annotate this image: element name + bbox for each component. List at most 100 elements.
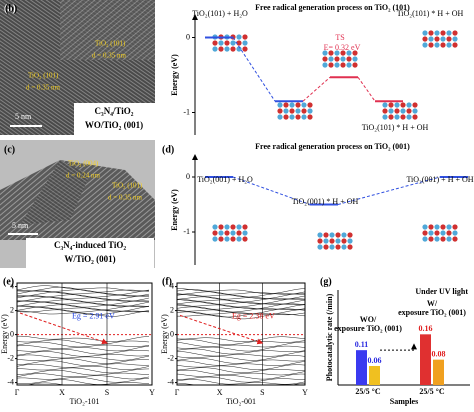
- y-tick-label: -1: [183, 107, 190, 116]
- annotation: TiO₂(001) * H + OH: [292, 197, 359, 206]
- atom: [406, 102, 412, 108]
- y-axis-label: Energy (eV): [160, 314, 169, 354]
- atom: [400, 108, 406, 114]
- band-line: [16, 354, 150, 361]
- atom: [236, 34, 242, 40]
- scale-bar: 5 nm: [15, 112, 32, 121]
- atom: [317, 238, 323, 244]
- atom: [283, 102, 289, 108]
- atom: [452, 42, 458, 48]
- atom: [289, 114, 295, 120]
- band-line: [176, 311, 306, 318]
- panel-label: (g): [320, 276, 332, 287]
- atom: [328, 56, 334, 62]
- atom: [224, 224, 230, 230]
- band-line: [177, 291, 306, 298]
- band-line: [176, 358, 306, 364]
- atom: [230, 236, 236, 242]
- x-tick-label: X: [217, 388, 223, 397]
- band-line: [176, 336, 306, 342]
- band-line: [16, 285, 150, 292]
- connector: [357, 76, 376, 102]
- atom: [283, 108, 289, 114]
- atom: [334, 56, 340, 62]
- y-tick-label: -4: [167, 377, 174, 386]
- atom: [452, 36, 458, 42]
- atom: [346, 50, 352, 56]
- atom: [218, 46, 224, 52]
- band-line: [17, 310, 150, 317]
- atom: [317, 232, 323, 238]
- y-tick-label: 0: [186, 32, 190, 41]
- annotation: TiO₂ (101): [95, 40, 126, 48]
- band-line: [176, 341, 305, 348]
- group-name: WO/: [360, 315, 377, 324]
- annotation: TiO₂(001) + H₂O: [197, 175, 253, 184]
- atom: [283, 114, 289, 120]
- value-label: 0.16: [419, 324, 433, 333]
- atom: [422, 224, 428, 230]
- atom: [334, 62, 340, 68]
- caption: C₃N₄/TiO₂: [95, 106, 134, 116]
- panel-label: (a): [4, 3, 16, 14]
- bar: [356, 350, 367, 385]
- atom: [422, 230, 428, 236]
- atom: [335, 238, 341, 244]
- atom: [242, 34, 248, 40]
- annotation: TiO₂ (004): [68, 160, 99, 168]
- panel-label: (e): [3, 276, 14, 287]
- x-tick-label: S: [105, 388, 109, 397]
- x-axis-label: TiO₂-001: [226, 397, 256, 406]
- atom: [452, 224, 458, 230]
- band-line: [176, 299, 306, 305]
- atom: [328, 62, 334, 68]
- atom: [440, 230, 446, 236]
- y-tick-label: 0: [170, 329, 174, 338]
- y-tick-label: -1: [183, 227, 190, 236]
- band-line: [176, 345, 306, 352]
- atom: [340, 56, 346, 62]
- band-line: [16, 360, 150, 366]
- atom: [406, 114, 412, 120]
- atom: [301, 102, 307, 108]
- group-name: W/: [427, 299, 438, 308]
- annotation: TiO₂(101) + H₂O: [192, 9, 248, 18]
- band-line: [176, 355, 306, 361]
- atom: [446, 30, 452, 36]
- atom: [434, 36, 440, 42]
- atom: [224, 236, 230, 242]
- atom: [295, 102, 301, 108]
- atom: [307, 108, 313, 114]
- atom: [301, 114, 307, 120]
- band-line: [16, 377, 150, 383]
- atom: [329, 238, 335, 244]
- x-tick-label: Γ: [175, 388, 180, 397]
- y-axis-label: Energy (eV): [170, 54, 179, 96]
- y-tick-label: -2: [167, 353, 174, 362]
- atom: [307, 102, 313, 108]
- annotation: d = 0.35 nm: [26, 84, 60, 92]
- atom: [446, 230, 452, 236]
- annotation: TiO₂(101) * H + OH: [397, 9, 464, 18]
- x-tick-label: 25/5 °C: [419, 387, 444, 396]
- atom: [428, 224, 434, 230]
- band-line: [176, 289, 306, 295]
- band-line: [17, 369, 150, 376]
- atom: [434, 42, 440, 48]
- atom: [422, 30, 428, 36]
- annotation: TiO₂(001) + H + OH: [406, 175, 473, 184]
- band-line: [16, 348, 150, 355]
- group-name: exposure TiO₂ (001): [334, 324, 402, 333]
- atom: [224, 46, 230, 52]
- atom: [334, 50, 340, 56]
- band-line: [176, 339, 306, 345]
- band-line: [16, 300, 150, 307]
- atom: [440, 42, 446, 48]
- atom: [295, 108, 301, 114]
- atom: [242, 230, 248, 236]
- atom: [317, 244, 323, 250]
- atom: [341, 232, 347, 238]
- atom: [388, 108, 394, 114]
- connector: [302, 76, 331, 102]
- atom: [307, 114, 313, 120]
